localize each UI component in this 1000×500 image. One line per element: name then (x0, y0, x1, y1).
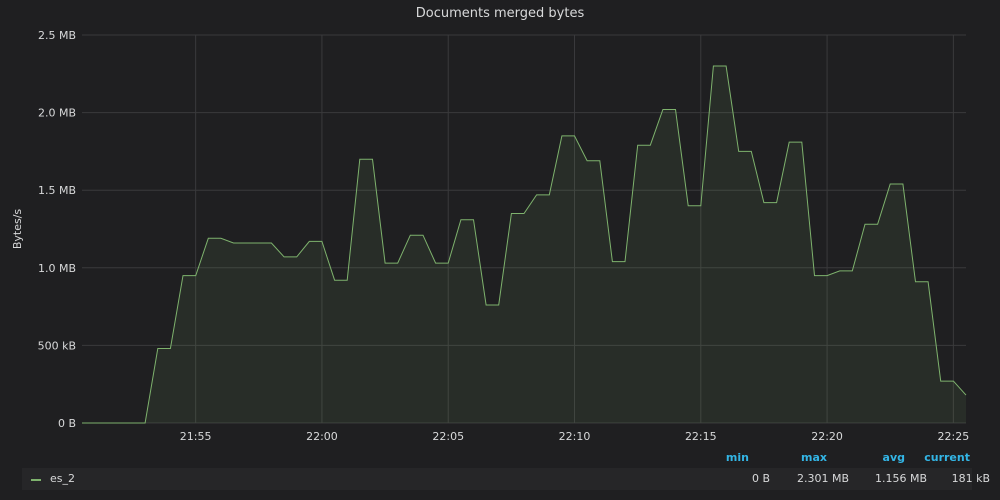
legend-header-current[interactable]: current (924, 451, 970, 464)
x-tick-label: 22:05 (432, 430, 464, 443)
legend-headers: min max avg current (0, 448, 975, 466)
x-tick-label: 22:00 (306, 430, 338, 443)
grid-layer (82, 34, 966, 424)
legend-row-es-2[interactable]: es_2 0 B 2.301 MB 1.156 MB 181 kB (22, 468, 990, 490)
y-axis-label: Bytes/s (11, 209, 24, 250)
series-line-es_2[interactable] (82, 65, 967, 424)
y-tick-label: 0 B (58, 417, 76, 430)
legend-header-max[interactable]: max (801, 451, 827, 464)
y-tick-label: 1.0 MB (38, 262, 76, 275)
legend-header-avg[interactable]: avg (882, 451, 905, 464)
series-area-es_2 (82, 66, 966, 423)
legend-color-swatch[interactable] (31, 479, 41, 481)
legend-current-value: 181 kB (951, 472, 990, 485)
legend-min-value: 0 B (751, 472, 770, 485)
chart-svg[interactable]: 0 B 500 kB 1.0 MB 1.5 MB 2.0 MB 2.5 MB 21:55 22… (0, 0, 1000, 445)
y-tick-label: 2.5 MB (38, 29, 76, 42)
x-tick-label: 21:55 (180, 430, 212, 443)
legend-max-value: 2.301 MB (796, 472, 849, 485)
area-layer (82, 65, 967, 424)
axis-layer: 0 B 500 kB 1.0 MB 1.5 MB 2.0 MB 2.5 MB 21:55 22… (38, 29, 970, 443)
legend-series-name[interactable]: es_2 (50, 472, 75, 485)
legend-avg-value: 1.156 MB (874, 472, 927, 485)
y-tick-label: 1.5 MB (38, 184, 76, 197)
legend-header-min[interactable]: min (725, 451, 749, 464)
x-tick-label: 22:20 (811, 430, 843, 443)
x-tick-label: 22:25 (938, 430, 970, 443)
panel-title[interactable]: Documents merged bytes (415, 6, 585, 21)
x-tick-label: 22:10 (559, 430, 591, 443)
y-tick-label: 500 kB (38, 339, 76, 352)
y-tick-label: 2.0 MB (38, 107, 76, 120)
x-tick-label: 22:15 (685, 430, 717, 443)
